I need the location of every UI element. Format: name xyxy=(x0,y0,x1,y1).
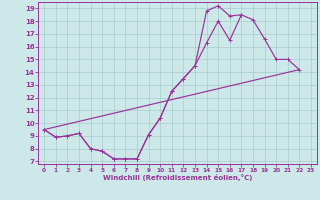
X-axis label: Windchill (Refroidissement éolien,°C): Windchill (Refroidissement éolien,°C) xyxy=(103,174,252,181)
